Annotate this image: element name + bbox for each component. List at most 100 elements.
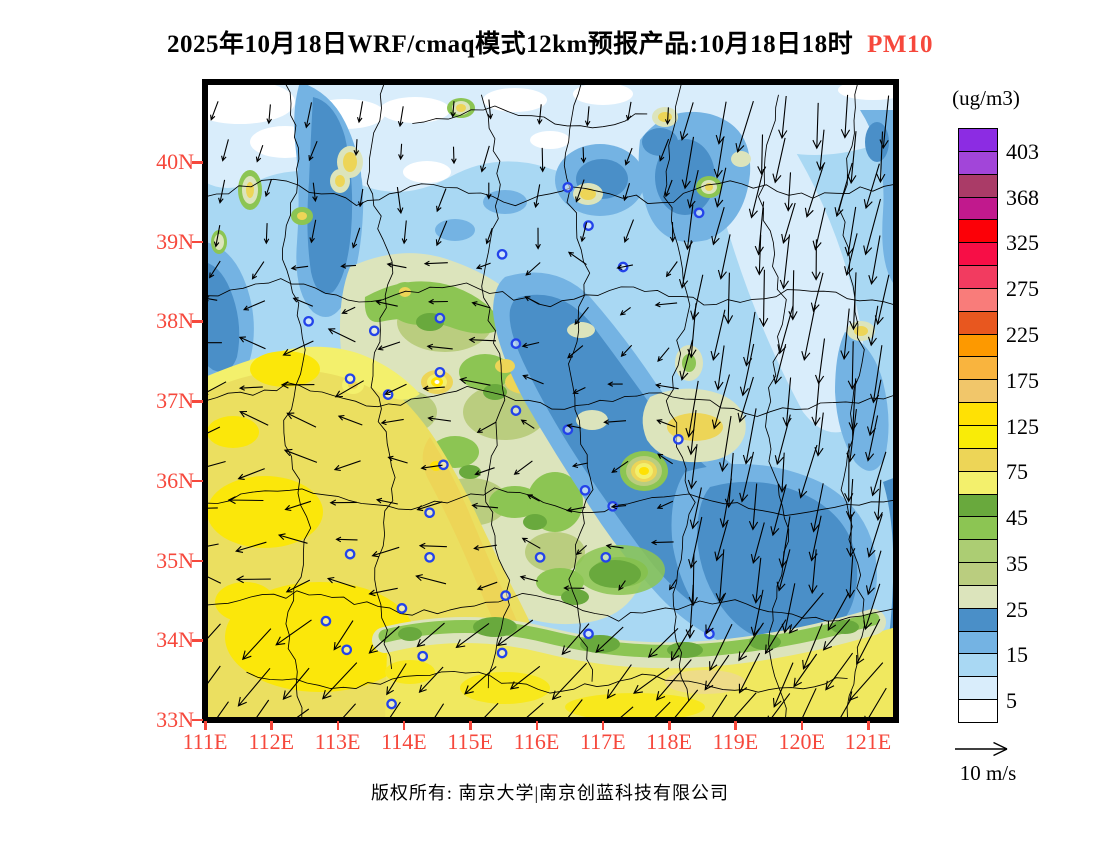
wind-arrow <box>371 546 400 558</box>
lat-label-36N: 36N <box>156 467 194 493</box>
lon-tick <box>535 721 538 730</box>
wind-arrow <box>335 536 358 543</box>
wind-arrow <box>521 341 540 349</box>
wind-arrow <box>755 234 765 276</box>
wind-arrow <box>731 692 757 720</box>
wind-arrow <box>840 94 851 139</box>
wind-arrow <box>679 102 694 141</box>
city-marker <box>320 615 332 627</box>
wind-arrow <box>705 592 727 635</box>
colorbar-cell-10 <box>959 356 997 380</box>
wind-arrow <box>873 479 883 521</box>
wind-arrow <box>788 592 824 634</box>
wind-arrow <box>778 516 791 569</box>
wind-arrow <box>251 261 265 280</box>
wind-arrow <box>375 299 398 307</box>
colorbar-value-225: 225 <box>1006 321 1039 347</box>
colorbar-cell-8 <box>959 310 997 334</box>
wind-arrow <box>713 136 725 179</box>
wind-arrow <box>377 341 401 351</box>
map-border <box>205 82 896 720</box>
wind-arrow <box>533 184 541 209</box>
wind-arrow <box>672 689 699 720</box>
city-marker <box>344 548 356 560</box>
wind-arrow <box>380 418 404 426</box>
wind-arrow <box>525 262 541 276</box>
wind-arrow <box>353 139 360 156</box>
wind-arrow <box>603 419 627 425</box>
wind-arrow <box>607 381 623 387</box>
wind-arrow <box>238 385 263 391</box>
wind-arrow <box>848 378 858 432</box>
wind-arrow <box>423 260 448 267</box>
wind-arrow <box>509 665 541 690</box>
wind-arrow <box>368 625 400 654</box>
wind-arrow <box>334 380 364 398</box>
wind-arrow <box>669 221 676 243</box>
boundary-line <box>205 382 896 417</box>
wind-arrow <box>277 533 308 544</box>
colorbar-value-15: 15 <box>1006 642 1028 668</box>
colorbar-cell-5 <box>959 242 997 266</box>
wind-scale-arrow <box>955 741 1008 757</box>
wind-arrow <box>802 623 823 670</box>
city-marker <box>344 373 356 385</box>
wind-arrow <box>221 139 229 162</box>
wind-arrow <box>255 145 264 163</box>
title-text: 2025年10月18日WRF/cmaq模式12km预报产品:10月18日18时 <box>166 31 854 58</box>
wind-arrow <box>808 549 818 595</box>
wind-arrow <box>781 202 796 244</box>
wind-arrow <box>624 147 633 166</box>
wind-arrow <box>633 667 670 694</box>
wind-arrow <box>572 387 586 394</box>
wind-arrow <box>327 328 356 343</box>
wind-arrow <box>418 542 447 550</box>
wind-arrow <box>711 207 725 246</box>
city-marker <box>434 312 446 324</box>
lat-tick <box>192 320 203 323</box>
wind-arrow <box>687 410 697 456</box>
wind-arrow <box>205 623 221 642</box>
wind-arrow <box>561 699 583 720</box>
wind-arrow <box>535 227 541 250</box>
lon-tick <box>668 721 671 730</box>
wind-arrow <box>704 654 730 691</box>
wind-arrow <box>709 694 728 720</box>
colorbar-cell-17 <box>959 516 997 540</box>
wind-arrow <box>237 667 271 707</box>
wind-arrow <box>866 379 882 437</box>
wind-arrow <box>239 410 269 426</box>
wind-arrow <box>340 263 357 269</box>
wind-arrow <box>678 240 692 289</box>
wind-arrow <box>812 207 826 251</box>
wind-arrow <box>496 619 534 647</box>
wind-arrow <box>764 619 787 655</box>
city-marker <box>496 647 508 659</box>
wind-arrow <box>284 500 312 512</box>
wind-arrow <box>810 272 824 313</box>
wind-arrow <box>227 496 264 505</box>
city-marker <box>562 181 574 193</box>
wind-arrow <box>812 102 822 150</box>
wind-arrow <box>387 701 401 720</box>
wind-arrow <box>341 306 356 314</box>
pm10-concentration-map <box>205 82 896 720</box>
wind-arrow <box>283 448 318 463</box>
wind-arrow <box>611 460 629 473</box>
city-marker <box>500 590 511 601</box>
wind-arrow <box>485 228 493 245</box>
city-marker <box>510 405 522 416</box>
wind-arrow <box>473 544 497 551</box>
wind-arrow <box>748 168 765 219</box>
city-marker <box>579 484 591 496</box>
pollutant-label: PM10 <box>867 31 934 58</box>
wind-arrow <box>561 623 590 656</box>
wind-arrow <box>735 100 754 154</box>
lat-label-33N: 33N <box>156 706 194 732</box>
wind-arrow <box>777 305 794 355</box>
wind-arrow <box>825 652 854 691</box>
wind-arrow <box>811 239 821 281</box>
boundary-line <box>205 590 896 622</box>
wind-arrow <box>321 662 358 700</box>
wind-arrow <box>451 146 457 165</box>
